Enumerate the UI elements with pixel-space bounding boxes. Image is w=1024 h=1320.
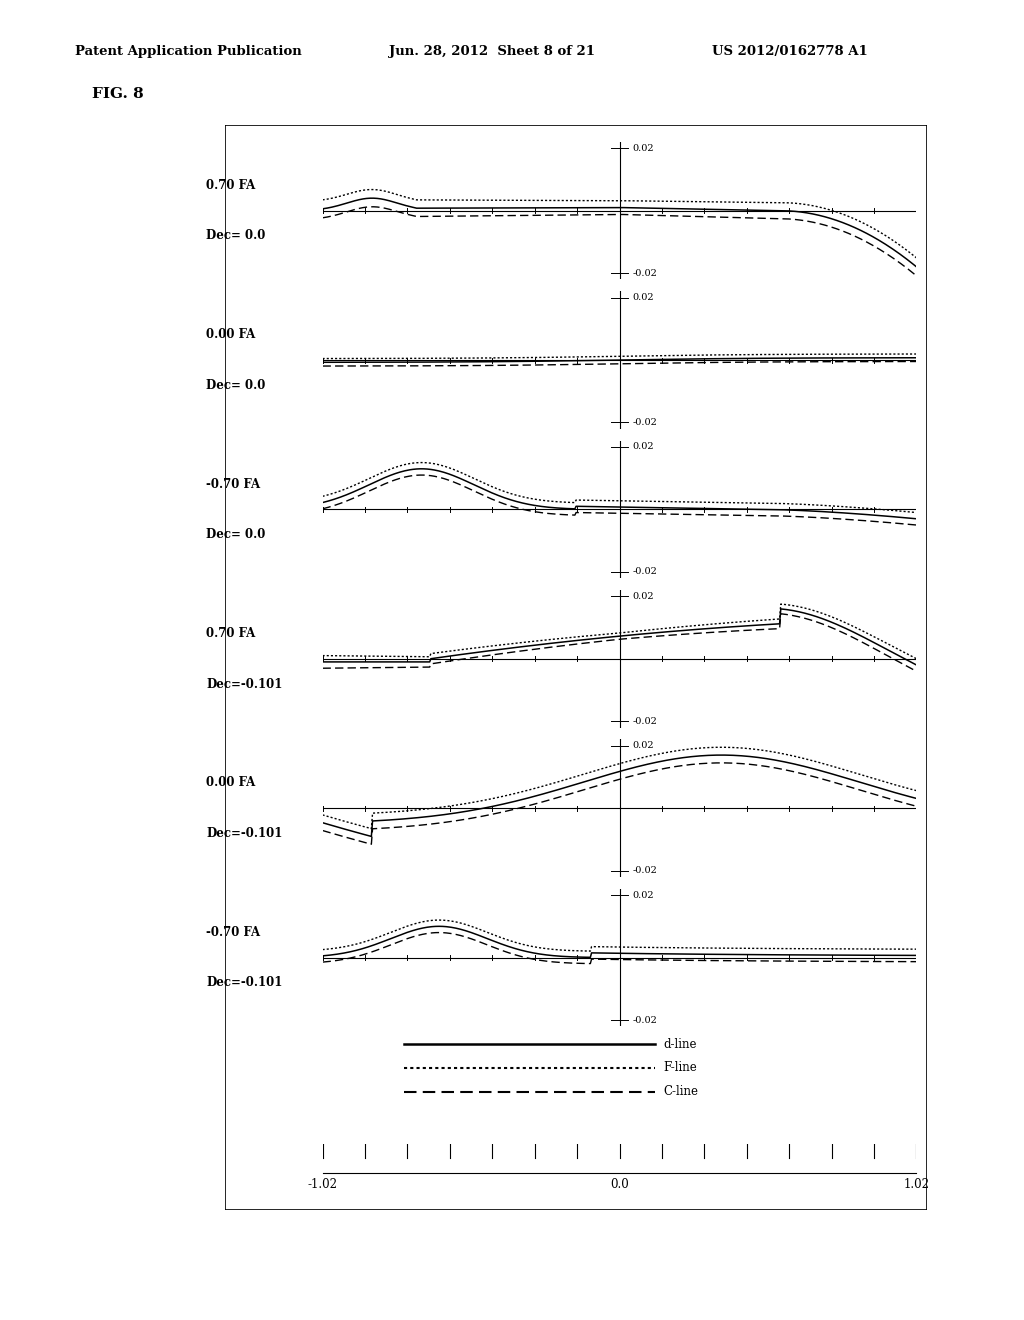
Text: Dec= 0.0: Dec= 0.0 — [206, 230, 265, 243]
Text: 0.02: 0.02 — [633, 144, 654, 153]
Text: 0.70 FA: 0.70 FA — [206, 627, 255, 640]
Text: -0.02: -0.02 — [633, 717, 657, 726]
Text: US 2012/0162778 A1: US 2012/0162778 A1 — [712, 45, 867, 58]
Text: -0.70 FA: -0.70 FA — [206, 478, 260, 491]
Text: 0.00 FA: 0.00 FA — [206, 329, 255, 342]
Text: Dec= 0.0: Dec= 0.0 — [206, 528, 265, 541]
Text: C-line: C-line — [664, 1085, 698, 1098]
Text: -0.02: -0.02 — [633, 1015, 657, 1024]
Text: Patent Application Publication: Patent Application Publication — [75, 45, 301, 58]
Text: Dec=-0.101: Dec=-0.101 — [206, 677, 283, 690]
Text: d-line: d-line — [664, 1038, 697, 1051]
Text: -0.02: -0.02 — [633, 568, 657, 577]
Text: -0.02: -0.02 — [633, 866, 657, 875]
Text: Dec= 0.0: Dec= 0.0 — [206, 379, 265, 392]
Text: FIG. 8: FIG. 8 — [92, 87, 144, 102]
Text: 0.70 FA: 0.70 FA — [206, 180, 255, 191]
Text: -0.70 FA: -0.70 FA — [206, 925, 260, 939]
Text: 0.02: 0.02 — [633, 591, 654, 601]
Text: -0.02: -0.02 — [633, 268, 657, 277]
Text: 0.02: 0.02 — [633, 293, 654, 302]
Text: 0.02: 0.02 — [633, 742, 654, 750]
Text: Dec=-0.101: Dec=-0.101 — [206, 977, 283, 989]
Text: Dec=-0.101: Dec=-0.101 — [206, 826, 283, 840]
Text: Jun. 28, 2012  Sheet 8 of 21: Jun. 28, 2012 Sheet 8 of 21 — [389, 45, 595, 58]
Text: 0.02: 0.02 — [633, 442, 654, 451]
Text: -0.02: -0.02 — [633, 418, 657, 426]
Text: F-line: F-line — [664, 1061, 697, 1074]
Text: 0.00 FA: 0.00 FA — [206, 776, 255, 789]
Text: 0.02: 0.02 — [633, 891, 654, 900]
